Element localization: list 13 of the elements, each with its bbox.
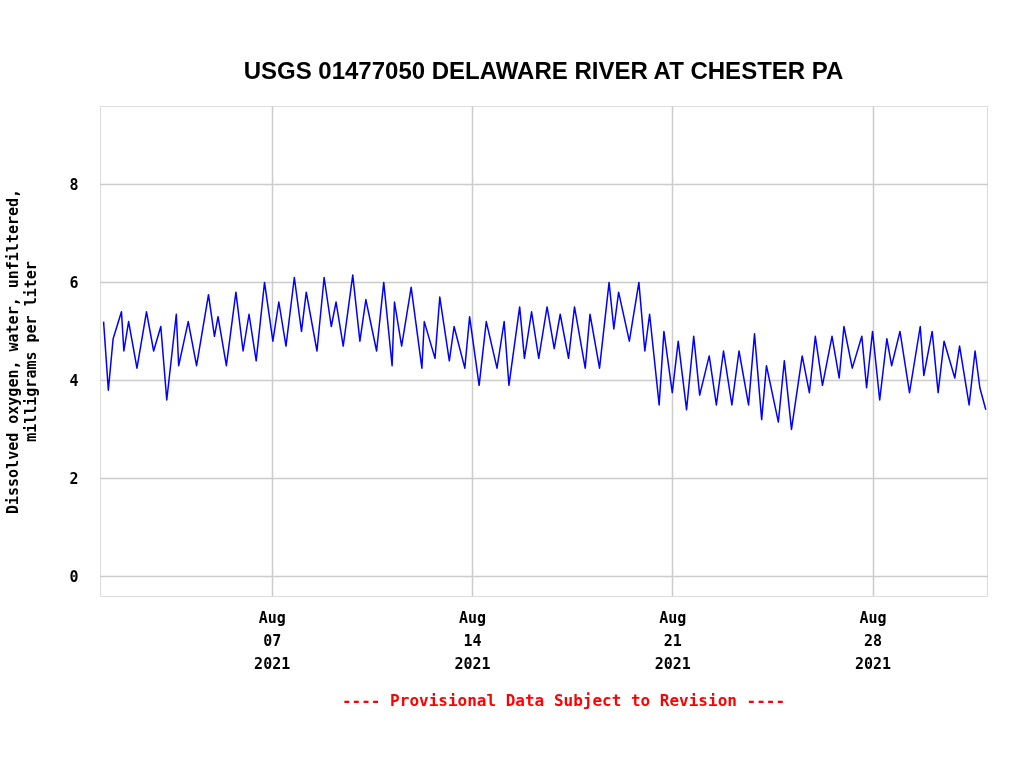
chart-title: USGS 01477050 DELAWARE RIVER AT CHESTER PA xyxy=(243,57,844,84)
x-tick-label: Aug 14 2021 xyxy=(454,608,491,673)
y-tick-label: 2 xyxy=(69,469,79,488)
text: ---- Provisional Data Subject to Revision ---- xyxy=(341,691,786,710)
y-axis-title: Dissolved oxygen, water, unfiltered, milligrams per liter xyxy=(4,188,41,515)
y-tick-label: 4 xyxy=(69,371,79,390)
y-tick-label: 8 xyxy=(69,175,79,194)
line-series xyxy=(102,274,987,431)
x-tick-label: Aug 21 2021 xyxy=(654,608,691,673)
y-tick-label: 6 xyxy=(69,273,79,292)
x-tick-label: Aug 07 2021 xyxy=(254,608,291,673)
x-tick-label: Aug 28 2021 xyxy=(854,608,892,673)
y-tick-label: 0 xyxy=(69,567,79,586)
